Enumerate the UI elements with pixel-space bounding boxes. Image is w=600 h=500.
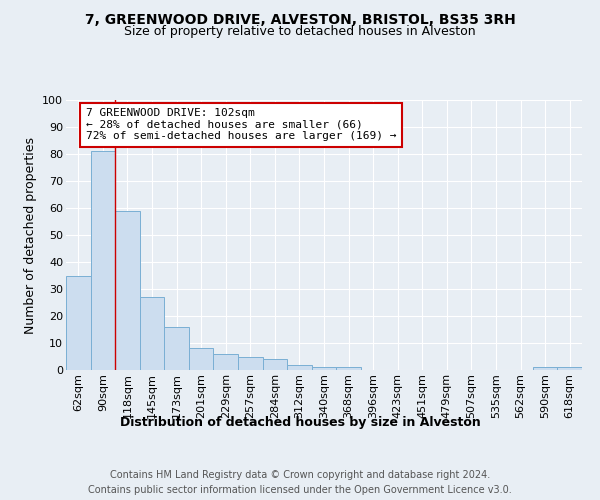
Bar	[140, 297, 164, 370]
Text: 7 GREENWOOD DRIVE: 102sqm
← 28% of detached houses are smaller (66)
72% of semi-: 7 GREENWOOD DRIVE: 102sqm ← 28% of detac…	[86, 108, 396, 142]
Bar	[214, 354, 238, 370]
Bar	[164, 327, 189, 370]
Y-axis label: Number of detached properties: Number of detached properties	[23, 136, 37, 334]
Bar	[312, 368, 336, 370]
Text: Contains HM Land Registry data © Crown copyright and database right 2024.
Contai: Contains HM Land Registry data © Crown c…	[88, 470, 512, 495]
Bar	[66, 276, 91, 370]
Bar	[115, 210, 140, 370]
Bar	[557, 368, 582, 370]
Bar	[189, 348, 214, 370]
Bar	[533, 368, 557, 370]
Bar	[91, 152, 115, 370]
Bar	[238, 356, 263, 370]
Text: Size of property relative to detached houses in Alveston: Size of property relative to detached ho…	[124, 25, 476, 38]
Bar	[336, 368, 361, 370]
Bar	[287, 364, 312, 370]
Bar	[263, 359, 287, 370]
Text: Distribution of detached houses by size in Alveston: Distribution of detached houses by size …	[119, 416, 481, 429]
Text: 7, GREENWOOD DRIVE, ALVESTON, BRISTOL, BS35 3RH: 7, GREENWOOD DRIVE, ALVESTON, BRISTOL, B…	[85, 12, 515, 26]
